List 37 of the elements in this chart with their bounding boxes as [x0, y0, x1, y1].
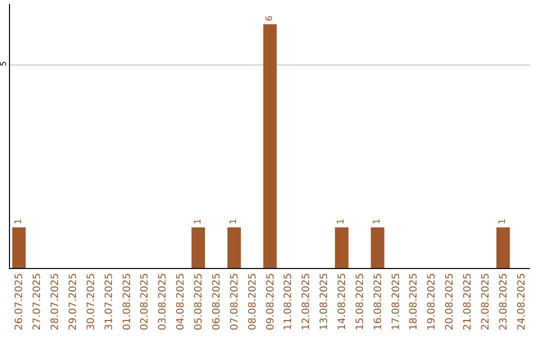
x-tick-label: 30.07.2025 — [86, 273, 97, 330]
data-label: 1 — [498, 218, 508, 224]
x-tick-label: 23.08.2025 — [498, 273, 510, 330]
x-tick-label: 12.08.2025 — [301, 273, 312, 330]
x-tick-label: 29.07.2025 — [68, 273, 80, 330]
data-label: 1 — [336, 218, 347, 224]
x-tick-label: 07.08.2025 — [229, 273, 240, 330]
x-tick-label: 02.08.2025 — [140, 273, 151, 330]
y-tick-label: 5 — [0, 61, 8, 66]
x-tick-label: 06.08.2025 — [211, 273, 222, 330]
x-tick-label: 20.08.2025 — [444, 273, 456, 330]
x-tick-label: 26.07.2025 — [14, 273, 26, 330]
x-tick-label: 16.08.2025 — [372, 273, 384, 330]
x-tick-label: 24.08.2025 — [516, 273, 528, 330]
data-label: 1 — [193, 218, 204, 224]
x-tick-label: 15.08.2025 — [354, 273, 366, 330]
x-tick-label: 13.08.2025 — [319, 273, 330, 330]
x-tick-label: 11.08.2025 — [283, 273, 294, 330]
x-tick-label: 04.08.2025 — [176, 273, 187, 330]
x-tick-label: 08.08.2025 — [247, 273, 258, 330]
x-tick-label: 21.08.2025 — [462, 273, 474, 330]
x-tick-label: 17.08.2025 — [390, 273, 402, 330]
x-tick-label: 05.08.2025 — [194, 273, 205, 330]
x-tick-label: 09.08.2025 — [265, 273, 276, 330]
x-tick-label: 01.08.2025 — [122, 273, 133, 330]
x-tick-label: 14.08.2025 — [336, 273, 348, 330]
x-tick-label: 27.07.2025 — [32, 273, 44, 330]
x-tick-label: 28.07.2025 — [50, 273, 62, 330]
x-tick-label: 19.08.2025 — [426, 273, 438, 330]
data-label: 6 — [265, 15, 275, 22]
x-tick-label: 31.07.2025 — [104, 273, 115, 330]
x-tick-label: 18.08.2025 — [408, 273, 420, 330]
x-tick-label: 22.08.2025 — [480, 273, 492, 330]
data-label: 1 — [229, 218, 240, 224]
x-tick-label: 03.08.2025 — [158, 273, 169, 330]
data-label: 1 — [372, 218, 383, 224]
data-label: 1 — [14, 218, 24, 224]
